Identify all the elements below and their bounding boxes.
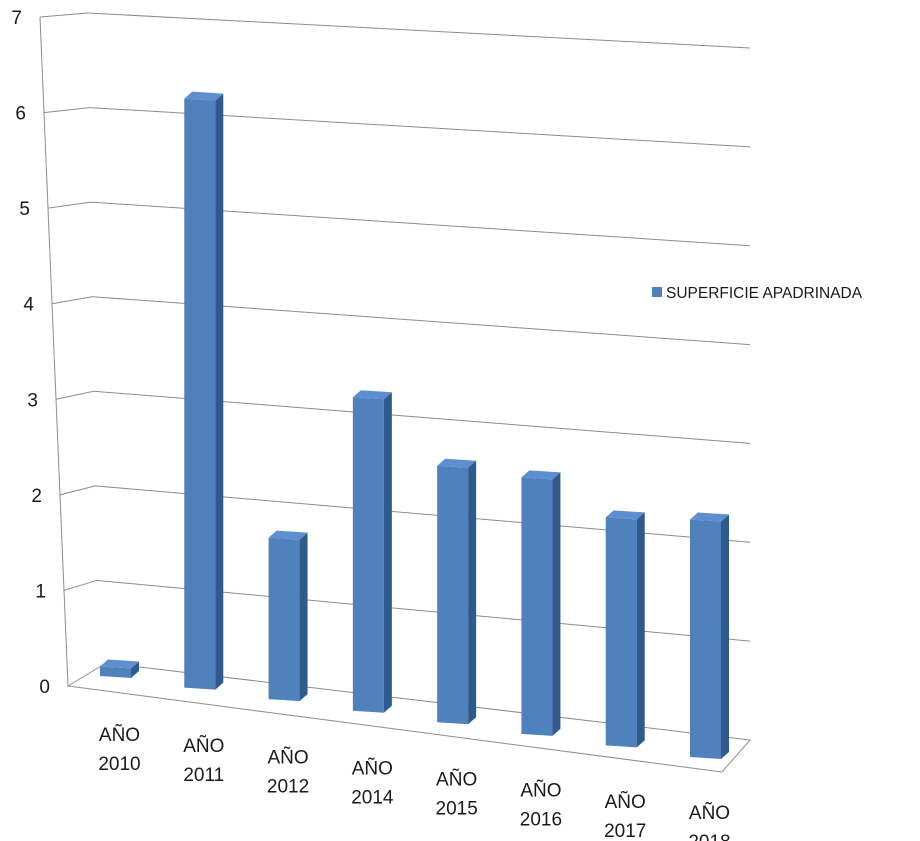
bar xyxy=(437,465,469,725)
x-tick-label: AÑO xyxy=(352,757,393,779)
x-tick-label: 2012 xyxy=(267,776,309,797)
legend-swatch xyxy=(652,287,662,297)
bar xyxy=(268,537,300,702)
gridline-side xyxy=(63,579,97,591)
gridline-side xyxy=(47,201,91,209)
chart-legend: SUPERFICIE APADRINADA xyxy=(652,285,863,302)
bar xyxy=(184,98,216,690)
x-tick-label: AÑO xyxy=(605,791,646,813)
gridline xyxy=(87,12,751,49)
bar-top xyxy=(690,512,729,522)
y-tick-label: 0 xyxy=(39,677,50,698)
bar-side xyxy=(468,460,477,725)
x-tick-label: AÑO xyxy=(689,802,730,824)
x-tick-label: AÑO xyxy=(99,724,140,746)
x-tick-label: 2017 xyxy=(604,821,646,841)
gridline-side xyxy=(43,107,90,114)
bar-side xyxy=(383,392,392,713)
bar-top xyxy=(605,510,645,520)
bar-side xyxy=(552,472,561,736)
bar-top xyxy=(268,530,308,540)
y-tick-label: 6 xyxy=(15,104,26,125)
y-axis-ticks: 0 1 2 3 4 5 6 7 xyxy=(11,8,50,698)
bar xyxy=(352,397,384,713)
x-tick-label: AÑO xyxy=(267,746,308,768)
y-tick-label: 3 xyxy=(27,390,38,411)
bar-top xyxy=(184,91,224,101)
x-axis-categories: AÑO 2010 AÑO 2011 AÑO 2012 AÑO 2014 AÑO 2015 AÑO 20… xyxy=(98,724,730,841)
x-tick-label: 2016 xyxy=(520,810,562,831)
gridline-side xyxy=(51,296,93,305)
y-tick-label: 1 xyxy=(35,581,46,602)
bar xyxy=(100,666,131,678)
bar-side xyxy=(636,512,645,748)
y-tick-label: 2 xyxy=(31,486,42,507)
x-tick-label: 2015 xyxy=(436,799,478,820)
x-tick-label: 2014 xyxy=(351,787,394,808)
chart-floor xyxy=(66,662,752,773)
y-tick-label: 7 xyxy=(11,8,22,29)
y-axis-line xyxy=(39,16,69,687)
gridline-side xyxy=(55,390,94,400)
x-tick-label: AÑO xyxy=(436,769,477,791)
bar xyxy=(521,477,553,736)
x-tick-label: AÑO xyxy=(183,735,224,757)
bar xyxy=(605,517,637,748)
x-tick-label: AÑO xyxy=(520,780,561,802)
bar-top xyxy=(100,659,139,669)
x-tick-label: 2010 xyxy=(98,754,140,775)
bar-side xyxy=(215,93,224,690)
chart-axes xyxy=(39,16,752,773)
x-tick-label: 2011 xyxy=(183,765,224,786)
bar xyxy=(690,519,721,759)
x-tick-label: 2018 xyxy=(688,832,730,841)
bar-top xyxy=(352,390,392,400)
gridline-side xyxy=(39,12,89,18)
y-tick-label: 4 xyxy=(23,295,34,316)
bar-side xyxy=(721,514,729,759)
y-tick-label: 5 xyxy=(19,199,30,220)
gridline-side xyxy=(59,485,96,496)
bar-top xyxy=(437,458,477,468)
bar-side xyxy=(299,532,308,702)
bar-side xyxy=(131,661,139,678)
legend-label: SUPERFICIE APADRINADA xyxy=(666,285,863,302)
bar-top xyxy=(521,470,561,480)
chart-bars xyxy=(100,91,729,759)
